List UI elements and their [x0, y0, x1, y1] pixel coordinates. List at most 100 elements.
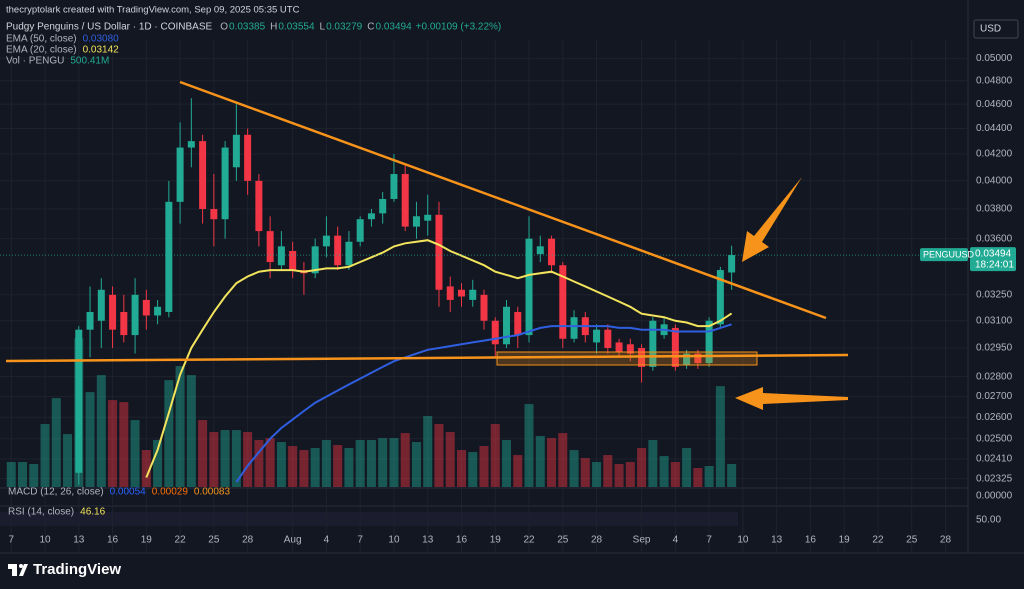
y-tick-label: 0.02500 [976, 433, 1013, 444]
volume-bar [670, 462, 680, 487]
y-tick-label: 0.04200 [976, 149, 1013, 160]
x-tick-label: 10 [737, 535, 749, 546]
volume-bar [434, 424, 444, 487]
volume-bar [63, 434, 73, 487]
x-tick-label: 7 [357, 535, 363, 546]
candle-body [424, 214, 432, 221]
candle-body [683, 353, 691, 365]
candle-body [649, 320, 657, 367]
candle-body [131, 294, 139, 336]
legend-label: Vol · PENGU [6, 56, 64, 67]
volume-bar [400, 433, 410, 487]
x-tick-label: 4 [324, 535, 330, 546]
arrow [735, 387, 848, 410]
countdown: 18:24:01 [975, 260, 1014, 271]
candle-body [705, 320, 713, 364]
candle-body [75, 329, 83, 473]
candle-body [626, 344, 634, 354]
candle-body [142, 299, 150, 316]
volume-bar [254, 440, 264, 487]
candle-body [277, 246, 285, 266]
y-tick-label: 0.02410 [976, 454, 1013, 465]
volume-bar [40, 424, 50, 487]
volume-bar [310, 448, 320, 487]
volume-bar [445, 432, 455, 487]
candle-body [199, 141, 207, 209]
y-tick-label: 0.02600 [976, 412, 1013, 423]
trend-line [179, 80, 827, 320]
volume-bar [321, 440, 331, 487]
candle-body [345, 241, 353, 266]
volume-bar [130, 420, 140, 487]
y-tick-label: 0.02700 [976, 391, 1013, 402]
volume-bar [704, 466, 714, 487]
x-tick-label: 16 [107, 535, 119, 546]
chart-title: Pudgy Penguins / US Dollar · 1D · COINBA… [6, 22, 213, 33]
candle-body [435, 214, 443, 290]
x-tick-label: 16 [456, 535, 468, 546]
volume-bar [389, 438, 399, 487]
legend-value: 0.03142 [83, 45, 120, 56]
candle-body [716, 270, 724, 325]
y-tick-label: 0.04000 [976, 175, 1013, 186]
candle-body [379, 198, 387, 214]
candle-body [570, 317, 578, 339]
legend-value: 500.41M [70, 56, 109, 67]
candle-body [390, 174, 398, 199]
x-tick-label: Sep [633, 535, 651, 546]
ohlc-label: O [220, 22, 228, 33]
volume-bar [344, 448, 354, 487]
legend-value: 0.03080 [83, 34, 120, 45]
logo-mark [19, 564, 23, 568]
indicator-value: 0.00029 [152, 487, 189, 498]
ema-line [235, 323, 732, 483]
x-tick-label: 19 [839, 535, 851, 546]
volume-bar [299, 450, 309, 487]
last-price: 0.03494 [975, 249, 1012, 260]
y-tick-label: 0.04800 [976, 75, 1013, 86]
candle-body [469, 289, 477, 300]
volume-bar [231, 430, 241, 487]
candle-body [154, 306, 162, 316]
candle-body [322, 235, 330, 247]
volume-bar [141, 450, 151, 487]
volume-bar [603, 455, 613, 487]
x-tick-label: 28 [591, 535, 603, 546]
x-tick-label: 25 [208, 535, 220, 546]
volume-bar [333, 445, 343, 487]
volume-bar [85, 392, 95, 487]
change: +0.00109 (+3.22%) [416, 22, 502, 33]
x-tick-label: 13 [73, 535, 85, 546]
volume-bar [288, 446, 298, 487]
candle-body [548, 238, 556, 266]
indicator-value: 46.16 [80, 507, 105, 518]
legend-label: EMA (20, close) [6, 45, 77, 56]
volume-bar [637, 448, 647, 487]
candle-body [232, 134, 240, 168]
ohlc-value: 0.03494 [375, 22, 412, 33]
ema-line [145, 239, 733, 478]
ohlc-value: 0.03385 [229, 22, 266, 33]
candle-body [120, 311, 128, 336]
y-tick-label: 0.02950 [976, 343, 1013, 354]
volume-bar [153, 440, 163, 487]
y-tick-label: 0.02325 [976, 473, 1013, 484]
candle-body [401, 174, 409, 227]
ohlc-label: C [367, 22, 374, 33]
symbol: PENGUUSD [923, 249, 975, 259]
volume-bar [547, 438, 557, 487]
x-tick-label: 28 [242, 535, 254, 546]
candle-body [334, 235, 342, 266]
volume-bar [265, 438, 275, 487]
attribution: thecryptolark created with TradingView.c… [6, 5, 300, 16]
candle-body [109, 294, 117, 330]
candle-body [221, 147, 229, 220]
candle-body [728, 255, 736, 273]
y-tick-label: 0.03100 [976, 315, 1013, 326]
volume-bar [580, 458, 590, 487]
volume-bar [6, 462, 16, 487]
volume-bar [164, 380, 174, 487]
candle-body [525, 238, 533, 336]
x-tick-label: 7 [706, 535, 712, 546]
logo-mark [19, 564, 28, 576]
